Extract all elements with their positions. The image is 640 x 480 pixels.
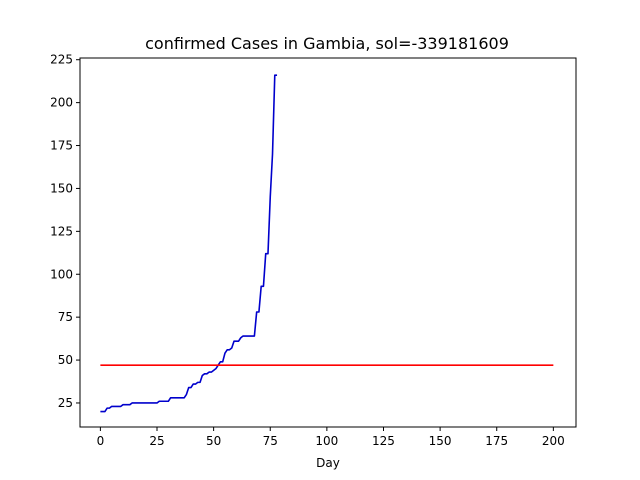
x-tick-label: 0 — [97, 434, 105, 448]
y-tick-label: 50 — [58, 353, 73, 367]
y-tick-label: 175 — [50, 139, 73, 153]
y-tick-label: 125 — [50, 224, 73, 238]
y-tick-label: 100 — [50, 267, 73, 281]
y-tick-label: 25 — [58, 396, 73, 410]
y-tick-label: 225 — [50, 53, 73, 67]
x-tick-label: 25 — [149, 434, 164, 448]
x-tick-label: 150 — [429, 434, 452, 448]
axes-frame — [79, 57, 577, 428]
y-tick-label: 75 — [58, 310, 73, 324]
series-line-1 — [100, 74, 278, 413]
x-tick-label: 50 — [206, 434, 221, 448]
x-tick-label: 75 — [263, 434, 278, 448]
x-axis-label: Day — [316, 456, 340, 470]
chart-title: confirmed Cases in Gambia, sol=-33918160… — [145, 34, 509, 53]
y-tick-label: 150 — [50, 181, 73, 195]
x-tick-label: 100 — [315, 434, 338, 448]
x-tick-label: 200 — [542, 434, 565, 448]
y-tick-label: 200 — [50, 96, 73, 110]
x-tick-label: 125 — [372, 434, 395, 448]
x-tick-label: 175 — [485, 434, 508, 448]
plot-area: 0 25 50 75 100 125 150 175 200 25 50 75 100 125 150 175… — [50, 53, 577, 448]
